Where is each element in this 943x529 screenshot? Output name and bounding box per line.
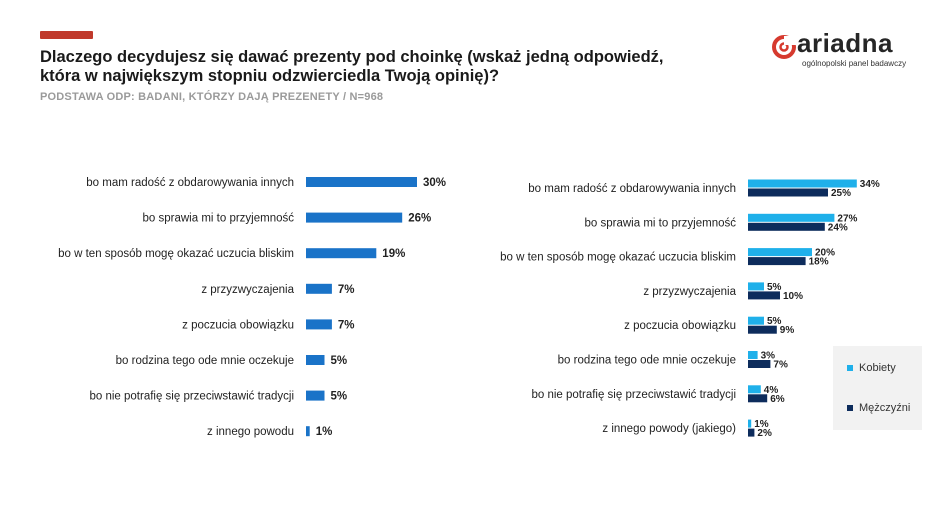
data-label: 1% [316, 426, 333, 438]
category-label: bo nie potrafię się przeciwstawić tradyc… [89, 391, 294, 403]
data-label: 30% [423, 177, 446, 189]
category-label: z przyzwyczajenia [643, 286, 736, 298]
data-label: 7% [338, 319, 355, 331]
logo-tagline: ogólnopolski panel badawczy [802, 59, 907, 68]
page-title: Dlaczego decydujesz się dawać prezenty p… [40, 48, 664, 85]
data-label: 5% [331, 355, 348, 367]
bar [306, 426, 310, 437]
ariadna-logo: ariadna ogólnopolski panel badawczy [772, 28, 917, 70]
data-label-men: 9% [780, 325, 795, 336]
bar [306, 355, 325, 365]
category-label: z poczucia obowiązku [182, 319, 294, 331]
bar [306, 319, 332, 330]
bar-men [748, 360, 771, 368]
data-label-men: 18% [809, 257, 829, 268]
category-label: bo rodzina tego ode mnie oczekuje [558, 355, 736, 367]
category-label: bo sprawia mi to przyjemność [143, 213, 295, 225]
logo-mark-icon [772, 35, 796, 59]
category-label: bo sprawia mi to przyjemność [585, 217, 737, 229]
category-label: bo mam radość z obdarowywania innych [86, 177, 294, 189]
legend-swatch-women [847, 365, 853, 371]
data-label-women: 5% [767, 282, 782, 293]
data-label: 7% [338, 284, 355, 296]
data-label-women: 4% [764, 385, 779, 396]
bar-men [748, 428, 755, 437]
bar-women [748, 248, 812, 257]
bar-men [748, 325, 777, 334]
data-label-men: 6% [770, 394, 785, 405]
data-label-men: 7% [773, 360, 788, 371]
bar-women [748, 316, 764, 325]
category-label: bo w ten sposób mogę okazać uczucia blis… [500, 252, 736, 264]
data-label-women: 34% [860, 179, 880, 190]
category-label: bo w ten sposób mogę okazać uczucia blis… [58, 248, 294, 260]
bar-women [748, 282, 764, 291]
data-label: 19% [382, 248, 405, 260]
bar-women [748, 385, 761, 394]
bar-men [748, 291, 780, 300]
data-label-men: 10% [783, 291, 803, 302]
category-label: z przyzwyczajenia [201, 284, 294, 296]
logo-wordmark: ariadna [797, 28, 893, 58]
data-label-women: 20% [815, 248, 835, 259]
bar [306, 177, 417, 187]
data-label-women: 1% [754, 419, 769, 430]
data-label-men: 25% [831, 188, 851, 199]
legend-swatch-men [847, 405, 853, 411]
data-label-women: 5% [767, 316, 782, 327]
category-label: z innego powodu [207, 426, 294, 438]
bar-women [748, 213, 835, 222]
legend-item-men: Mężczyźni [847, 402, 910, 414]
category-label: z innego powody (jakiego) [602, 423, 736, 435]
bar-women [748, 179, 857, 188]
legend-item-women: Kobiety [847, 362, 896, 374]
category-label: bo rodzina tego ode mnie oczekuje [116, 355, 294, 367]
bar-women [748, 351, 758, 359]
bar-men [748, 394, 768, 403]
bar-women [748, 419, 752, 428]
category-label: z poczucia obowiązku [624, 320, 736, 332]
data-label-women: 27% [837, 213, 857, 224]
accent-bar [40, 31, 93, 39]
legend-label-women: Kobiety [859, 362, 896, 374]
bar-men [748, 188, 828, 197]
category-label: bo nie potrafię się przeciwstawić tradyc… [531, 389, 736, 401]
bar [306, 283, 332, 294]
legend-label-men: Mężczyźni [859, 402, 911, 414]
bar-men [748, 257, 806, 266]
bar [306, 248, 377, 259]
chart-total: bo mam radość z obdarowywania innych 30% b… [58, 177, 446, 438]
category-label: bo mam radość z obdarowywania innych [528, 183, 736, 195]
bar [306, 212, 403, 223]
bar [306, 390, 325, 401]
base-subtitle: PODSTAWA ODP: BADANI, KTÓRZY DAJĄ PREZEN… [40, 91, 384, 103]
legend: Kobiety Mężczyźni [833, 346, 922, 430]
data-label: 5% [331, 391, 348, 403]
data-label-men: 24% [828, 222, 848, 233]
data-label-men: 2% [757, 428, 772, 439]
bar-men [748, 222, 825, 231]
data-label-women: 3% [761, 351, 776, 362]
chart-gender: bo mam radość z obdarowywania innych 34% 2… [500, 179, 880, 439]
data-label: 26% [408, 213, 431, 225]
